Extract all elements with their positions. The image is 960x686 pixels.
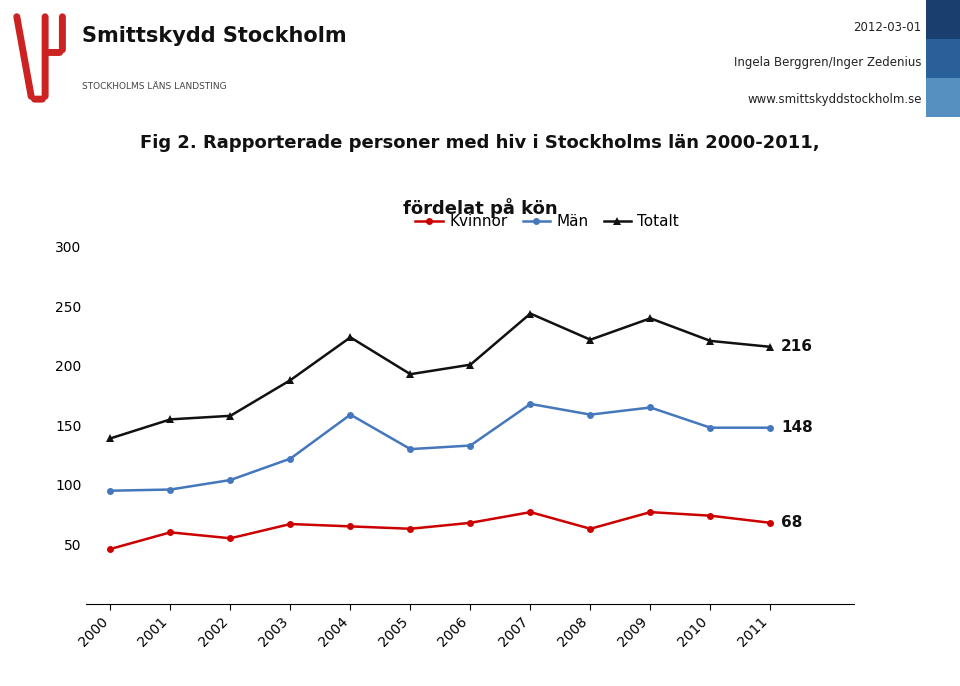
- Legend: Kvinnor, Män, Totalt: Kvinnor, Män, Totalt: [409, 209, 685, 235]
- Bar: [926, 39, 960, 78]
- Text: fördelat på kön: fördelat på kön: [402, 198, 558, 218]
- Text: STOCKHOLMS LÄNS LANDSTING: STOCKHOLMS LÄNS LANDSTING: [82, 82, 227, 91]
- Text: Fig 2. Rapporterade personer med hiv i Stockholms län 2000-2011,: Fig 2. Rapporterade personer med hiv i S…: [140, 134, 820, 152]
- Text: 68: 68: [781, 515, 803, 530]
- Text: 2012-03-01: 2012-03-01: [853, 21, 922, 34]
- Text: 148: 148: [781, 421, 813, 435]
- Text: 216: 216: [781, 340, 813, 355]
- Text: Smittskydd Stockholm: Smittskydd Stockholm: [82, 25, 347, 46]
- Text: www.smittskyddstockholm.se: www.smittskyddstockholm.se: [747, 93, 922, 106]
- Bar: [926, 0, 960, 39]
- Text: Ingela Berggren/Inger Zedenius: Ingela Berggren/Inger Zedenius: [734, 56, 922, 69]
- Bar: [926, 78, 960, 117]
